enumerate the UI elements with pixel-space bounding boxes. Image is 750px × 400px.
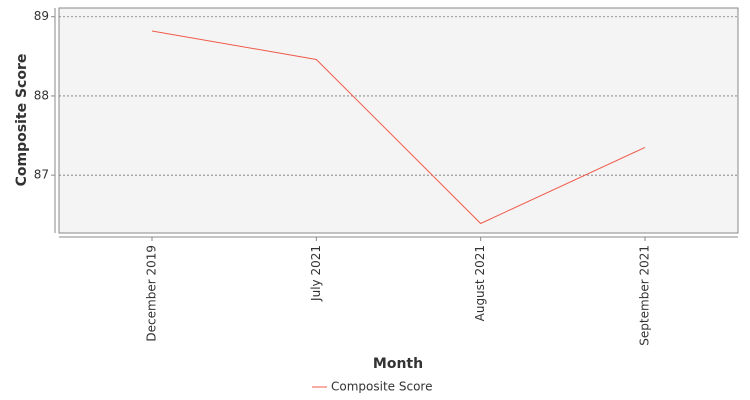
plot-area <box>58 7 739 234</box>
x-axis-title: Month <box>373 356 423 372</box>
y-tick-label: 89 <box>34 9 49 23</box>
y-tick-label: 88 <box>34 88 49 102</box>
y-axis-title: Composite Score <box>14 54 30 187</box>
legend-label: Composite Score <box>331 380 432 394</box>
x-tick-label: August 2021 <box>473 245 487 321</box>
series-line <box>151 30 646 225</box>
x-tick-label: September 2021 <box>638 245 652 346</box>
x-tick-label: December 2019 <box>145 245 159 342</box>
x-tick-label: July 2021 <box>309 245 323 302</box>
y-tick-label: 87 <box>34 168 49 182</box>
